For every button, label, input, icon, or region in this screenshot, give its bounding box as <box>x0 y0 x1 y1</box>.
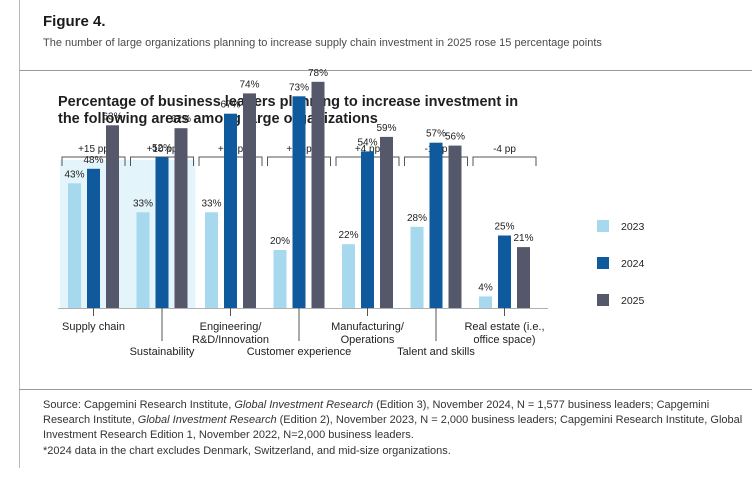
legend-label: 2023 <box>621 221 645 233</box>
source-text: (Edition 2), November 2023, N = 2,000 bu… <box>43 414 743 442</box>
bar-value-label: 52% <box>152 143 172 154</box>
pp-bracket <box>61 156 126 166</box>
bar <box>155 157 169 308</box>
legend-swatch <box>597 294 609 306</box>
bar <box>361 151 374 308</box>
bar-value-label: 43% <box>64 169 84 180</box>
category-label: R&D/Innovation <box>192 334 269 346</box>
source-title: Global Investment Research <box>137 414 277 427</box>
bar-value-label: 21% <box>513 233 533 244</box>
bar-value-label: 63% <box>102 111 122 122</box>
bar <box>380 136 393 308</box>
bar <box>106 125 119 308</box>
bar <box>311 81 325 308</box>
bar-value-label: 48% <box>83 155 103 166</box>
bar-value-label: 22% <box>338 230 358 241</box>
bar <box>517 247 530 308</box>
legend-swatch <box>597 257 609 269</box>
bar <box>448 145 462 308</box>
bar <box>68 183 81 308</box>
source-paragraph: Source: Capgemini Research Institute, Gl… <box>43 398 743 444</box>
bar-value-label: 59% <box>376 123 396 134</box>
source-text: (Edition 3), November 2024, N = 1,577 bu… <box>373 399 654 411</box>
legend-label: 2025 <box>621 295 645 307</box>
category-label: Talent and skills <box>397 346 475 358</box>
bar-value-label: 57% <box>426 129 446 140</box>
bar-value-label: 74% <box>239 79 259 90</box>
bar <box>243 93 256 309</box>
legend-label: 2024 <box>621 258 645 270</box>
bar-value-label: 28% <box>407 213 427 224</box>
bar-value-label: 67% <box>220 100 240 111</box>
bar-value-label: 25% <box>494 222 514 233</box>
source-note: Source: Capgemini Research Institute, Gl… <box>43 398 743 459</box>
bar-value-label: 62% <box>171 114 191 125</box>
pp-change-label: +4 pp <box>355 144 381 155</box>
header-divider <box>19 70 752 71</box>
highlight-panel <box>60 160 196 308</box>
bar <box>87 168 100 308</box>
bar-value-label: 33% <box>201 198 221 209</box>
bar <box>174 128 188 308</box>
bar-value-label: 73% <box>289 82 309 93</box>
bar-value-label: 78% <box>308 68 328 79</box>
pp-change-label: +10 pp <box>147 144 178 155</box>
category-label: Manufacturing/ <box>331 321 405 333</box>
category-label: Operations <box>341 334 395 346</box>
source-text: Capgemini Research Institute, <box>43 399 710 427</box>
footnote: *2024 data in the chart excludes Denmark… <box>43 444 451 457</box>
pp-change-label: -4 pp <box>493 144 516 155</box>
category-label: Real estate (i.e., <box>464 321 544 333</box>
bar-value-label: 33% <box>133 198 153 209</box>
figure-subtitle: The number of large organizations planni… <box>43 37 602 49</box>
category-label: Sustainability <box>130 346 195 358</box>
bar <box>205 212 218 308</box>
category-label: office space) <box>473 334 535 346</box>
pp-bracket <box>130 156 194 166</box>
bar <box>342 244 355 308</box>
bar <box>479 296 492 308</box>
bar <box>410 226 424 308</box>
source-title: Global Investment Research <box>234 399 374 411</box>
figure-label: Figure 4. <box>43 13 106 30</box>
pp-change-label: +15 pp <box>78 144 109 155</box>
bar-value-label: 4% <box>478 282 493 293</box>
bar <box>429 142 443 308</box>
footer-divider <box>19 389 752 390</box>
bar-value-label: 20% <box>270 236 290 247</box>
bar <box>498 235 511 308</box>
bar-value-label: 54% <box>357 137 377 148</box>
bar <box>136 212 150 308</box>
bar <box>292 96 306 308</box>
pp-bracket <box>472 156 537 166</box>
bar-value-label: 56% <box>445 132 465 143</box>
category-label: Supply chain <box>62 321 125 333</box>
legend-swatch <box>597 220 609 232</box>
bar <box>273 250 287 308</box>
source-text: Source: Capgemini Research Institute, <box>43 399 235 411</box>
chart-title: Percentage of business leaders planning … <box>58 94 518 110</box>
category-label: Engineering/ <box>200 321 263 333</box>
category-label: Customer experience <box>247 346 352 358</box>
left-rule <box>19 0 20 468</box>
bar <box>224 113 237 308</box>
